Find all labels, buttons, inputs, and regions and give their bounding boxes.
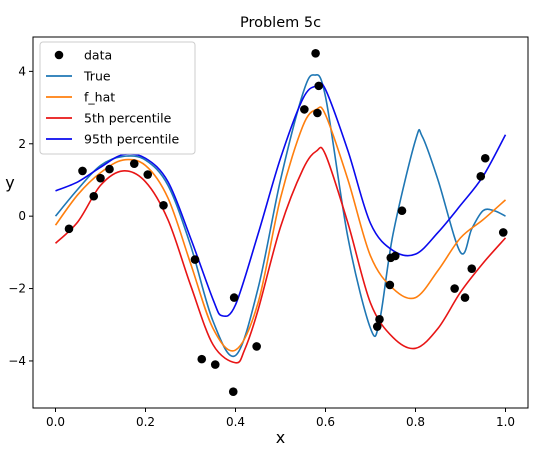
series-layer: [54, 74, 507, 364]
data-point: [397, 206, 407, 216]
data-point: [105, 164, 114, 174]
data-point: [372, 322, 382, 331]
data-point: [143, 170, 153, 179]
series-line-5th-percentile: [54, 146, 507, 364]
series-line-true: [54, 74, 506, 358]
y-axis-label: y: [5, 173, 14, 192]
legend-marker: [54, 50, 64, 60]
data-point: [228, 387, 238, 397]
x-tick-label: 0.0: [46, 415, 65, 429]
data-point: [197, 354, 207, 364]
legend: data True f_hat 5th percentile 95th percenti…: [39, 41, 196, 155]
legend-label: 5th percentile: [84, 111, 172, 126]
data-point: [64, 224, 74, 234]
data-point: [390, 251, 400, 261]
legend-box: [39, 41, 196, 155]
x-axis-label: x: [276, 428, 285, 447]
plot-frame: [32, 36, 529, 409]
points-layer: [64, 48, 508, 397]
data-point: [159, 201, 168, 210]
legend-label: True: [83, 69, 111, 84]
data-point: [385, 280, 395, 290]
legend-label: data: [84, 48, 112, 63]
data-point: [78, 166, 87, 176]
data-point: [129, 159, 139, 168]
data-point: [460, 293, 470, 302]
data-point: [375, 315, 384, 324]
x-axis: 0.0 0.2 0.4 0.6 0.8 1.0: [46, 408, 515, 429]
data-point: [311, 48, 320, 58]
data-point: [450, 284, 459, 293]
data-point: [252, 342, 261, 351]
y-tick-label: −2: [8, 282, 26, 296]
data-point: [480, 153, 490, 163]
x-tick-label: 0.4: [226, 415, 245, 429]
data-point: [96, 173, 105, 183]
data-point: [467, 264, 477, 273]
y-tick-label: 4: [18, 64, 26, 78]
y-tick-label: 2: [18, 137, 26, 151]
chart-title: Problem 5c: [240, 15, 321, 31]
y-axis: −4 −2 0 2 4: [8, 64, 33, 368]
data-point: [313, 108, 322, 118]
y-tick-label: −4: [8, 354, 26, 368]
x-tick-label: 0.2: [136, 415, 155, 429]
data-point: [476, 172, 486, 181]
series-line-f-hat: [54, 106, 507, 352]
legend-label: f_hat: [84, 90, 115, 105]
x-tick-label: 1.0: [496, 415, 515, 429]
data-point: [89, 191, 99, 201]
series-line-95th-percentile: [55, 82, 507, 318]
data-point: [190, 255, 200, 264]
x-tick-label: 0.6: [316, 415, 335, 429]
legend-label: 95th percentile: [84, 132, 180, 147]
data-point: [314, 81, 324, 91]
data-point: [229, 293, 239, 302]
data-point: [498, 228, 508, 237]
data-point: [300, 105, 309, 114]
y-tick-label: 0: [18, 209, 26, 223]
x-tick-label: 0.8: [406, 415, 425, 429]
data-point: [210, 360, 220, 369]
